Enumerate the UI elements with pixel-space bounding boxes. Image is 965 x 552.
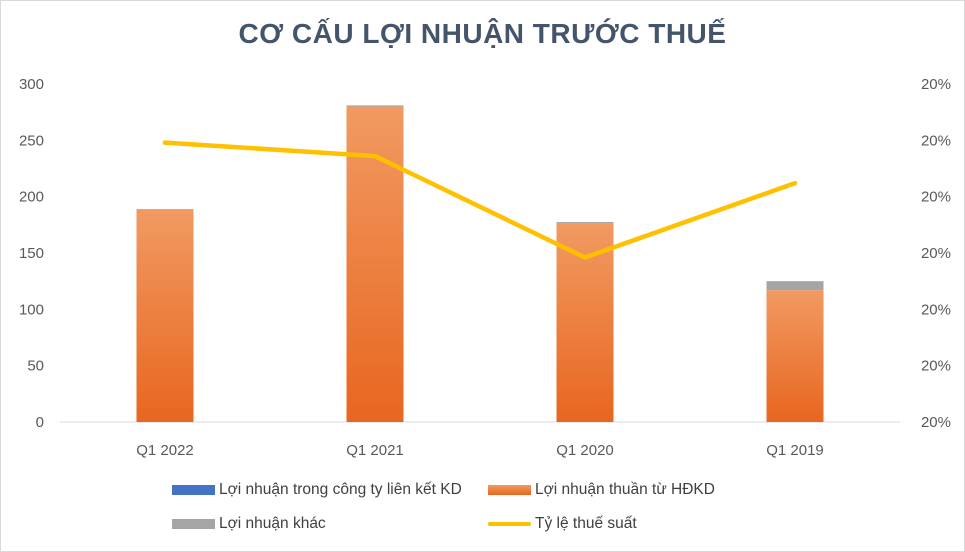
y2-tick-label: 20% [921, 301, 951, 318]
y-tick-label: 0 [36, 414, 44, 431]
legend-swatch-other [172, 519, 215, 529]
y-axis-right: 20% 20% 20% 20% 20% 20% 20% [921, 76, 951, 431]
y-axis-left: 0 50 100 150 200 250 300 [19, 76, 44, 431]
bars [136, 105, 824, 423]
legend-label-associate: Lợi nhuận trong công ty liên kết KD [219, 481, 462, 498]
tax-rate-point [372, 153, 378, 159]
y2-tick-label: 20% [921, 414, 951, 431]
y2-tick-label: 20% [921, 189, 951, 206]
x-tick-label: Q1 2022 [136, 442, 194, 459]
y2-tick-label: 20% [921, 76, 951, 93]
x-tick-label: Q1 2021 [346, 442, 404, 459]
legend-label-other: Lợi nhuận khác [219, 515, 326, 532]
legend-swatch-tax [488, 522, 531, 526]
legend-swatch-operating [488, 485, 531, 495]
tax-rate-point [582, 255, 588, 260]
y-tick-label: 150 [19, 245, 44, 262]
bar-operating [136, 209, 194, 422]
y-tick-label: 250 [19, 132, 44, 149]
tax-rate-point [792, 180, 798, 186]
bar-other [766, 281, 824, 291]
y-tick-label: 100 [19, 301, 44, 318]
x-tick-label: Q1 2019 [766, 442, 824, 459]
legend-operating: Lợi nhuận thuần từ HĐKD [488, 481, 715, 499]
legend-label-operating: Lợi nhuận thuần từ HĐKD [535, 481, 715, 498]
bar-other [346, 105, 404, 107]
legend-swatch-associate [172, 485, 215, 495]
y2-tick-label: 20% [921, 132, 951, 149]
bar-other [556, 222, 614, 224]
y-tick-label: 300 [19, 76, 44, 93]
legend-label-tax: Tỷ lệ thuế suất [535, 515, 637, 532]
bar-operating [346, 106, 404, 423]
y2-tick-label: 20% [921, 245, 951, 262]
y-tick-label: 50 [27, 358, 44, 375]
bar-operating [766, 290, 824, 422]
bar-operating [556, 223, 614, 422]
chart-title: CƠ CẤU LỢI NHUẬN TRƯỚC THUẾ [238, 18, 727, 49]
legend-tax: Tỷ lệ thuế suất [488, 515, 637, 533]
legend-other: Lợi nhuận khác [172, 515, 326, 533]
y2-tick-label: 20% [921, 358, 951, 375]
tax-rate-polyline [162, 140, 798, 260]
x-axis: Q1 2022 Q1 2021 Q1 2020 Q1 2019 [136, 442, 824, 459]
tax-rate-line [162, 140, 798, 260]
x-tick-label: Q1 2020 [556, 442, 614, 459]
tax-rate-point [162, 140, 168, 145]
legend-associate: Lợi nhuận trong công ty liên kết KD [172, 481, 462, 499]
y-tick-label: 200 [19, 189, 44, 206]
